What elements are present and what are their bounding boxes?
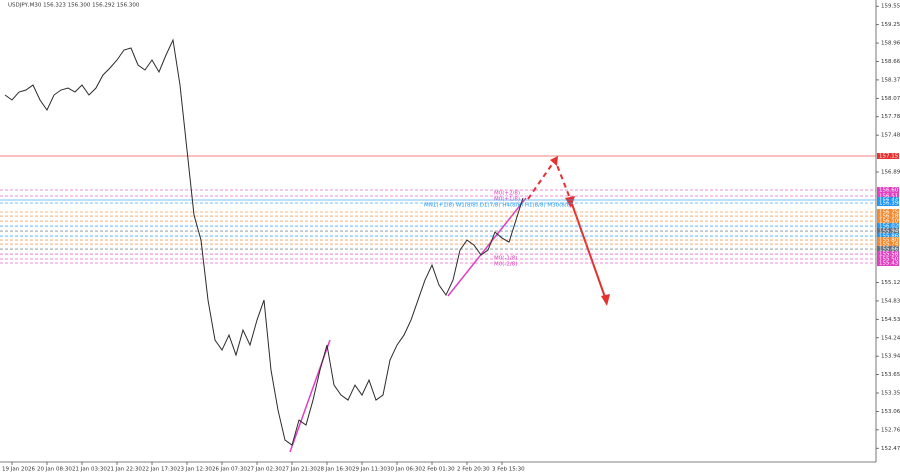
level-label-box: [877, 186, 899, 193]
drawings: [289, 156, 610, 453]
y-tick-label: 153.355: [881, 391, 900, 397]
y-tick-label: 158.075: [881, 96, 900, 102]
level-label-box: [877, 200, 899, 207]
y-tick-label: 154.830: [881, 298, 900, 304]
x-tick-label: 29 Jan 11:30: [352, 467, 387, 473]
level-annotation: M0(+2/8): [494, 191, 520, 197]
level-label-box: [877, 192, 899, 199]
level-annotation: M0(-2/8): [494, 262, 517, 268]
x-tick-label: 23 Jan 12:30: [177, 467, 212, 473]
level-label: 156.189: [879, 214, 900, 220]
level-label-box: [877, 233, 899, 240]
level-label: 155.869: [879, 234, 900, 240]
arrow-head: [601, 294, 610, 306]
price-line: [4, 38, 524, 446]
x-tick-label: 30 Jan 06:30: [387, 467, 422, 473]
level-label: 156.029: [879, 224, 900, 230]
chart-title: USDJPY,M30 156.323 156.300 156.292 156.3…: [8, 3, 140, 9]
level-label: 156.607: [879, 187, 900, 193]
y-tick-label: 158.665: [881, 59, 900, 65]
level-label-box: [877, 213, 899, 220]
level-annotation: M0(+1/8): [494, 197, 520, 203]
level-label: 155.501: [879, 257, 900, 263]
trend-line: [447, 197, 527, 297]
y-tick-label: 154.240: [881, 335, 900, 341]
y-tick-label: 159.255: [881, 22, 900, 28]
arrow-head: [565, 196, 575, 208]
level-label: 155.805: [879, 238, 900, 244]
x-tick-label: 19 Jan 2026: [2, 467, 35, 473]
level-label: 155.741: [879, 242, 900, 248]
x-tick-label: 27 Jan 02:30: [247, 467, 282, 473]
level-label-box: [877, 246, 899, 253]
y-tick-label: 157.485: [881, 133, 900, 139]
x-tick-label: 20 Jan 08:30: [37, 467, 72, 473]
level-label-box: [877, 228, 899, 235]
level-label-box: [877, 260, 899, 267]
x-tick-label: 28 Jan 16:30: [317, 467, 352, 473]
y-tick-label: 155.125: [881, 280, 900, 286]
level-label: 156.398: [879, 201, 900, 207]
level-label: 155.581: [879, 252, 900, 258]
level-label: 156.109: [879, 219, 900, 225]
level-annotation: M0(-1/8): [494, 256, 517, 262]
level-label-box: [877, 237, 899, 244]
x-tick-label: 3 Feb 15:30: [492, 467, 525, 473]
level-annotation: MN1(+1/8) W1(8/8) D1(7/8) H4(8/8) H1(8/8…: [424, 203, 572, 209]
level-label: 155.949: [879, 229, 900, 235]
arrow-head: [550, 156, 558, 166]
y-tick-label: 158.370: [881, 77, 900, 83]
x-tick-label: 22 Jan 17:30: [142, 467, 177, 473]
level-label: 156.254: [879, 210, 900, 216]
y-tick-label: 157.780: [881, 114, 900, 120]
x-tick-label: 26 Jan 07:30: [212, 467, 247, 473]
level-label-box: [877, 256, 899, 263]
level-label: 155.661: [879, 247, 900, 253]
level-label-box: [877, 209, 899, 216]
level-label-box: [877, 196, 899, 203]
x-tick-label: 2 Feb 01:30: [422, 467, 455, 473]
y-tick-label: 152.765: [881, 427, 900, 433]
level-label: 155.437: [879, 261, 900, 267]
y-tick-label: 153.945: [881, 354, 900, 360]
level-label-box: [877, 223, 899, 230]
level-label-box: [877, 251, 899, 258]
forecast-arrow: [571, 203, 607, 301]
x-tick-label: 21 Jan 03:30: [72, 467, 107, 473]
y-tick-label: 159.550: [881, 4, 900, 10]
y-tick-label: 156.895: [881, 170, 900, 176]
level-label-box: [877, 153, 899, 160]
y-tick-label: 153.060: [881, 409, 900, 415]
y-tick-label: 152.470: [881, 446, 900, 452]
y-tick-label: 153.650: [881, 372, 900, 378]
level-label: 156.511: [879, 193, 900, 199]
x-tick-label: 2 Feb 20:30: [457, 467, 490, 473]
x-tick-label: 27 Jan 21:30: [282, 467, 317, 473]
x-tick-label: 21 Jan 22:30: [107, 467, 142, 473]
level-label: 157.151: [879, 154, 900, 160]
y-tick-label: 154.535: [881, 317, 900, 323]
level-label-box: [877, 218, 899, 225]
level-label-box: [877, 241, 899, 248]
y-tick-label: 158.960: [881, 41, 900, 47]
